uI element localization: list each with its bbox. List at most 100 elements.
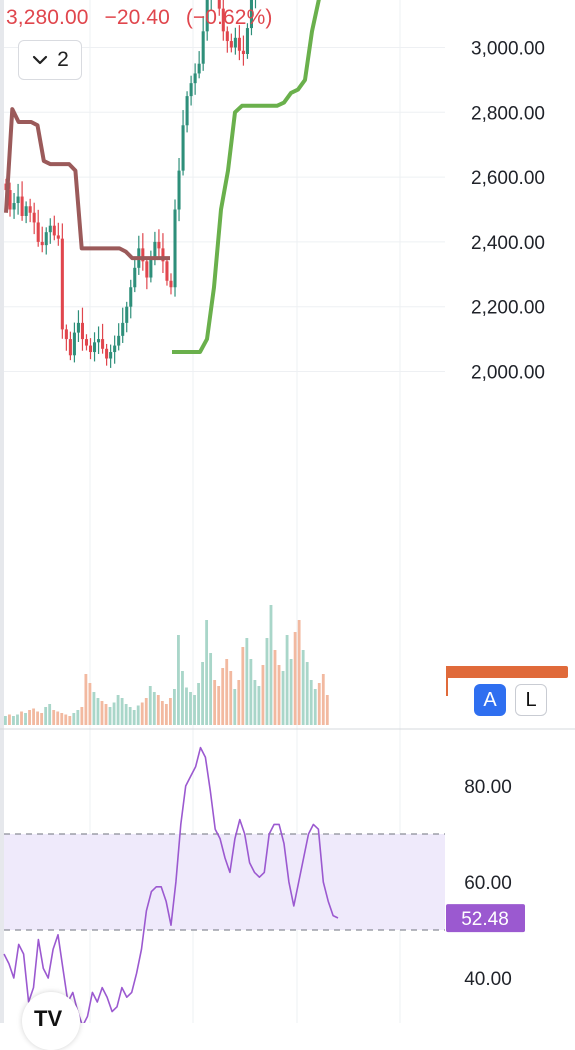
volume-bar	[148, 686, 152, 725]
volume-bar	[245, 638, 249, 725]
candle-body	[101, 339, 105, 349]
volume-bar	[84, 674, 88, 725]
rsi-value-badge: 52.48	[446, 904, 525, 933]
volume-bar	[321, 674, 325, 725]
logo-text: TV	[34, 1006, 63, 1031]
volume-bar	[177, 635, 180, 725]
candle-body	[173, 209, 177, 288]
candle-body	[12, 203, 16, 210]
volume-bar	[221, 668, 225, 725]
candle-body	[48, 225, 52, 233]
volume-bar	[160, 701, 164, 725]
candle-body	[44, 232, 48, 246]
volume-bar	[237, 680, 241, 725]
candle-body	[145, 261, 149, 278]
volume-bar	[80, 707, 84, 725]
supertrend-bearish-line	[4, 107, 170, 261]
rsi-band	[4, 834, 445, 930]
candle-body	[237, 37, 241, 51]
log-scale-button[interactable]: L	[515, 684, 547, 716]
volume-bar	[4, 716, 7, 725]
price-change-percent: (−0.62%)	[185, 6, 273, 29]
volume-bar	[281, 671, 285, 725]
volume-bar	[124, 704, 128, 725]
auto-scale-button[interactable]: A	[474, 684, 506, 716]
candle-body	[157, 241, 161, 249]
last-price: 3,280.00	[6, 6, 89, 29]
volume-bar	[253, 680, 257, 725]
candle-body	[113, 345, 117, 353]
candle-body	[80, 322, 84, 340]
volume-bar	[68, 716, 72, 725]
volume-bar	[205, 620, 209, 725]
rsi-tick-label: 40.00	[464, 969, 512, 990]
candle-body	[32, 212, 36, 223]
candle-body	[169, 280, 173, 288]
price-tick-label: 2,400.00	[471, 233, 545, 254]
volume-bar	[56, 711, 60, 725]
candle-body	[217, 0, 221, 9]
candle-body	[249, 0, 253, 29]
price-tick-label: 2,600.00	[471, 168, 545, 189]
candle-body	[125, 306, 129, 323]
legend-toggle-button[interactable]: 2	[18, 40, 82, 80]
volume-bar	[189, 692, 192, 725]
candle-body	[233, 37, 237, 48]
volume-bar	[181, 671, 184, 725]
volume-bar	[8, 714, 11, 725]
price-tick-label: 2,800.00	[471, 103, 545, 124]
chart-canvas[interactable]: 2,000.00 2,200.00 2,400.00 2,600.00 2,800.00…	[0, 0, 575, 1023]
volume-bar	[104, 704, 108, 725]
price-axis: 2,000.00 2,200.00 2,400.00 2,600.00 2,800.00…	[471, 39, 545, 384]
volume-bar	[201, 662, 204, 725]
candle-body	[8, 190, 12, 210]
volume-bar	[32, 708, 35, 725]
price-tick-label: 2,200.00	[471, 298, 545, 319]
volume-bar	[152, 692, 156, 725]
supertrend-bullish-line	[172, 0, 321, 354]
candle-body	[56, 235, 60, 239]
chevron-down-icon	[33, 55, 48, 65]
volume-bar	[173, 689, 176, 725]
volume-bar	[36, 711, 40, 725]
rsi-line	[3, 746, 339, 1023]
candle-body	[88, 345, 93, 353]
volume-bar	[140, 702, 144, 725]
volume-bar	[269, 605, 273, 725]
candle-body	[60, 238, 64, 330]
candle-body	[93, 342, 97, 353]
rsi-grid	[4, 833, 445, 931]
candle-body	[20, 196, 24, 216]
candle-body	[205, 0, 209, 32]
volume-bar	[313, 689, 317, 725]
volume-bar	[265, 638, 269, 725]
volume-bar	[12, 716, 15, 725]
volume-bar	[144, 698, 148, 725]
volume-bar	[289, 659, 293, 725]
candle-body	[129, 287, 133, 307]
candle-body	[141, 248, 145, 262]
candle-body	[40, 241, 44, 246]
volume-bar	[92, 692, 96, 725]
volume-bar	[48, 704, 52, 725]
volume-bar	[249, 659, 253, 725]
volume-bar	[309, 680, 313, 725]
volume-bar	[301, 650, 305, 725]
volume-bar	[24, 713, 27, 725]
candle-body	[64, 329, 68, 340]
tradingview-logo-icon[interactable]: TV	[22, 992, 80, 1050]
volume-bar	[168, 698, 172, 725]
candle-body	[117, 335, 121, 346]
volume-bar	[209, 653, 213, 725]
supertrend-lines	[4, 0, 321, 354]
candle-body	[193, 73, 197, 84]
candle-body	[185, 96, 189, 126]
candle-body	[201, 31, 205, 64]
price-tick-label: 3,000.00	[471, 39, 545, 60]
volume-bar	[120, 698, 124, 725]
volume-bar	[277, 665, 281, 725]
candle-body	[245, 28, 249, 54]
volume-bar	[88, 683, 92, 725]
candle-body	[52, 225, 56, 236]
